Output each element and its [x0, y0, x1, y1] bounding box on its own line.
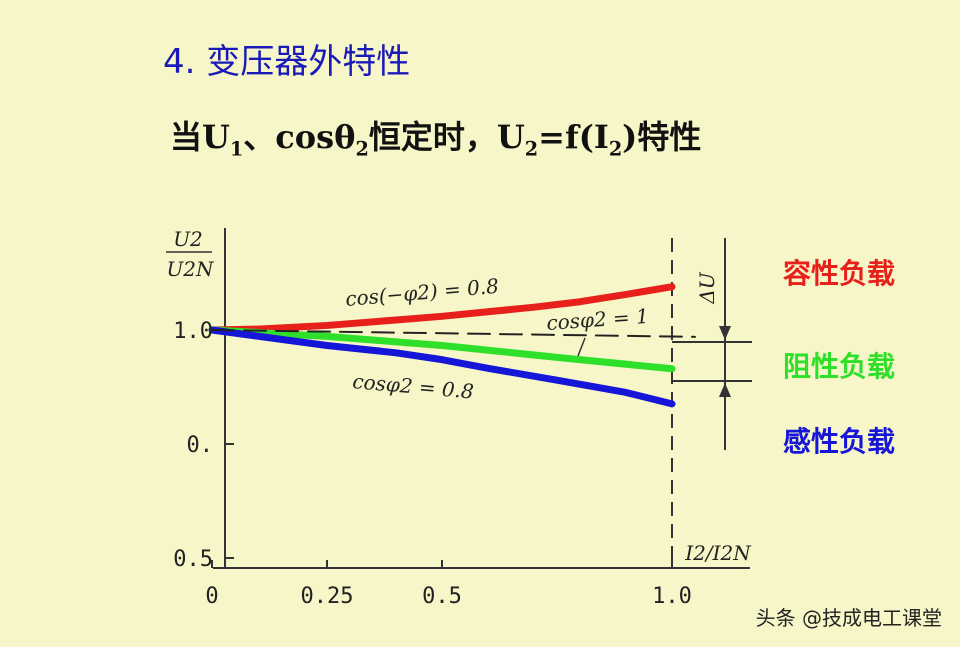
y-tick-label-0: 1.0	[173, 319, 213, 344]
annotation-inductive: cosφ2 = 0.8	[352, 369, 475, 403]
series-line-2	[208, 326, 676, 408]
subtitle-part-4: =f(I	[538, 118, 609, 156]
series-line-3	[211, 329, 696, 338]
capacitive-load-label: 容性负载	[783, 257, 896, 290]
subtitle-part-5: )特性	[622, 118, 702, 156]
subtitle-sub-2: 2	[355, 137, 369, 161]
subtitle-part-2: 、cosθ	[243, 118, 356, 156]
subtitle-sub-1: 1	[229, 137, 244, 161]
x-tick-label-2: 0.5	[422, 584, 462, 609]
y-axis-label-numerator: U2	[173, 227, 203, 251]
series-line-1	[208, 326, 676, 373]
delta-u-arrow-top	[719, 326, 731, 340]
subtitle-sub-3: 2	[524, 137, 539, 161]
chart-marks	[208, 283, 696, 408]
subtitle-part-3: 恒定时，U	[368, 118, 525, 156]
x-tick-label-0: 0	[205, 584, 218, 609]
subtitle-sub-4: 2	[608, 137, 623, 161]
watermark: 头条 @技成电工课堂	[755, 606, 942, 630]
x-tick-label-3: 1.0	[652, 584, 692, 609]
slide-heading: 4. 变压器外特性	[163, 42, 411, 82]
x-axis-label: I2/I2N	[684, 541, 752, 565]
subtitle-part-1: 当U	[170, 118, 230, 156]
y-tick-label-1: 0.	[187, 433, 214, 458]
delta-u-label: ΔU	[695, 271, 719, 304]
chart-labels: 0 0.25 0.5 1.0 1.0 0. 0.5 U2 U2N I2/I2N cos(−φ2) =…	[166, 227, 752, 609]
resistive-load-label: 阻性负载	[783, 350, 896, 383]
annotation-capacitive: cos(−φ2) = 0.8	[344, 274, 499, 311]
y-axis-label-denominator: U2N	[166, 257, 215, 281]
annotation-resistive: cosφ2 = 1	[546, 304, 650, 335]
series-line-0	[208, 283, 676, 334]
slide-subtitle: 当U1、cosθ2恒定时，U2=f(I2)特性	[170, 112, 701, 160]
y-tick-label-2: 0.5	[173, 547, 213, 572]
inductive-load-label: 感性负载	[783, 425, 896, 458]
annotation-resistive-pointer	[577, 337, 586, 357]
x-tick-label-1: 0.25	[301, 584, 354, 609]
delta-u-arrow-bottom	[719, 383, 731, 397]
